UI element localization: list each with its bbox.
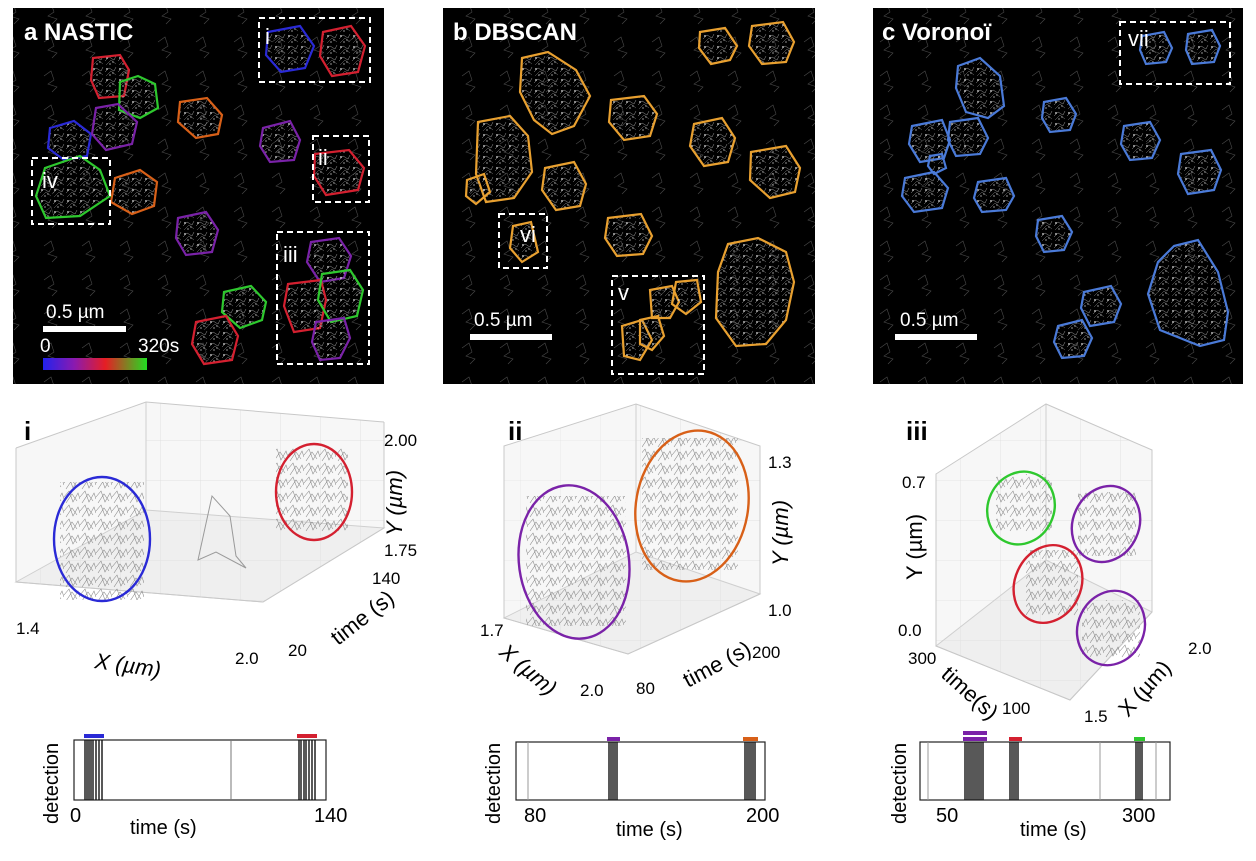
plot3d-iii: iii 0.7 0.0 Y (µm) 300 100 time(s) 2.0 1…	[898, 403, 1212, 726]
plot3d-iii-ttick-1: 100	[1002, 699, 1030, 718]
plot3d-i-xtick-1: 2.0	[235, 649, 259, 668]
plot3d-iii-xtick-1: 1.5	[1084, 707, 1108, 726]
cluster-ellipse-purple-3	[1075, 589, 1147, 667]
plot3d-ii-ttick-0: 200	[752, 643, 780, 662]
inset-label-i: i	[265, 24, 270, 49]
detection-i-tick-1: 140	[314, 805, 347, 827]
plot3d-ii-ylabel: Y (µm)	[768, 500, 793, 566]
plot3d-i-ytick-1: 1.75	[384, 541, 417, 560]
panel-a-title: a NASTIC	[24, 19, 133, 46]
cluster-ellipse-green	[986, 470, 1056, 546]
plot3d-iii-ytick-0: 0.7	[902, 473, 926, 492]
plot3d-i-xlabel: X (µm)	[92, 648, 162, 682]
cluster-ellipse-purple	[517, 484, 631, 640]
plot3d-i-label: i	[24, 416, 31, 446]
detection-i-xlabel: time (s)	[130, 817, 197, 839]
cluster-ellipse-orange	[634, 429, 750, 583]
inset-box-iv	[31, 157, 111, 225]
inset-box-vii	[1119, 21, 1231, 85]
detection-iii-tick-0: 50	[936, 805, 958, 827]
inset-box-iii	[276, 231, 370, 365]
panel-a-clusters	[34, 24, 367, 366]
panel-c-scale-bar	[895, 334, 977, 340]
panel-c-voronoi: c Voronoï vii 0.5 µm	[873, 8, 1243, 384]
plot3d-i-ttick-0: 140	[372, 569, 400, 588]
panel-a-scale-bar	[43, 326, 126, 332]
detection-iii-xlabel: time (s)	[1020, 819, 1087, 841]
detection-i: detection time (s) 0 140	[41, 734, 347, 839]
plot3d-i-ttick-1: 20	[288, 641, 307, 660]
detection-ii-tick-1: 200	[746, 805, 779, 827]
panel-b-inset-boxes	[498, 213, 705, 375]
panel-b-scale-label: 0.5 µm	[474, 310, 532, 331]
panel-a-inset-boxes	[31, 17, 371, 365]
detection-i-tick-0: 0	[70, 805, 81, 827]
inset-label-ii: ii	[318, 145, 328, 170]
detection-ii: detection time (s) 80 200	[483, 737, 779, 841]
detection-iii-tick-1: 300	[1122, 805, 1155, 827]
inset-label-vii: vii	[1128, 26, 1149, 51]
inset-box-vi	[498, 213, 548, 269]
detection-iii: detection time (s) 50 300	[889, 731, 1171, 841]
inset-label-v: v	[618, 280, 629, 305]
inset-label-iii: iii	[283, 242, 298, 267]
panel-a-scale-label: 0.5 µm	[46, 302, 104, 323]
cluster-ellipse-red-2	[1012, 543, 1084, 625]
inset-box-i	[258, 17, 371, 83]
plot3d-ii-ytick-1: 1.0	[768, 601, 792, 620]
plot3d-ii-xtick-0: 1.7	[480, 621, 504, 640]
panel-b-scale-bar	[470, 334, 552, 340]
plot3d-iii-ylabel: Y (µm)	[902, 514, 927, 580]
plot3d-iii-tlabel: time(s)	[937, 661, 1004, 725]
plot3d-iii-xlabel: X (µm)	[1113, 655, 1176, 721]
plot3d-ii: ii 1.7 2.0 X (µm) 1.3 1.0 Y (µm) 200 80 …	[480, 403, 793, 701]
plot3d-ii-ytick-0: 1.3	[768, 453, 792, 472]
plot3d-iii-ttick-0: 300	[908, 649, 936, 668]
panel-a-colorbar	[43, 358, 147, 370]
detection-ii-xlabel: time (s)	[616, 819, 683, 841]
panel-b-dbscan: b DBSCAN vi v 0.5 µm	[443, 8, 815, 384]
colorbar-min-label: 0	[40, 336, 51, 357]
inset-label-vi: vi	[520, 222, 536, 247]
panel-c-clusters	[900, 28, 1230, 360]
plot3d-ii-ttick-1: 80	[636, 679, 655, 698]
plot3d-ii-tlabel: time (s)	[679, 636, 755, 692]
plot3d-i-ylabel: Y (µm)	[382, 470, 407, 536]
plot3d-i-tlabel: time (s)	[326, 585, 399, 650]
panel-c-scale-label: 0.5 µm	[900, 310, 958, 331]
plot3d-ii-xlabel: X (µm)	[494, 638, 562, 701]
detection-i-ylabel: detection	[41, 743, 63, 824]
colorbar-max-label: 320s	[138, 336, 179, 357]
panel-b-clusters	[464, 20, 802, 362]
inset-box-v	[611, 275, 705, 375]
cluster-ellipse-red	[274, 442, 354, 542]
plot3d-i-xtick-0: 1.4	[16, 619, 40, 638]
plot3d-iii-label: iii	[906, 416, 928, 446]
inset-box-ii	[312, 135, 370, 203]
plot3d-ii-xtick-1: 2.0	[580, 681, 604, 700]
detection-ii-ylabel: detection	[483, 743, 505, 824]
cluster-ellipse-blue	[52, 475, 152, 603]
cluster-ellipse-purple-2	[1070, 484, 1142, 564]
panel-a-nastic: a NASTIC i ii iii iv 0.5 µm 0 320s	[13, 8, 384, 384]
plot3d-iii-xtick-0: 2.0	[1188, 639, 1212, 658]
panel-b-title: b DBSCAN	[453, 19, 577, 46]
detection-ii-tick-0: 80	[524, 805, 546, 827]
plot3d-iii-ytick-1: 0.0	[898, 621, 922, 640]
panel-c-title: c Voronoï	[882, 19, 992, 46]
inset-label-iv: iv	[42, 168, 58, 193]
plot3d-i: i 1.4 2.0 X (µm) 2.00 1.75 Y (µm) 140 20…	[14, 401, 417, 682]
plot3d-ii-label: ii	[508, 416, 522, 446]
detection-iii-ylabel: detection	[889, 743, 911, 824]
plot3d-i-ytick-0: 2.00	[384, 431, 417, 450]
